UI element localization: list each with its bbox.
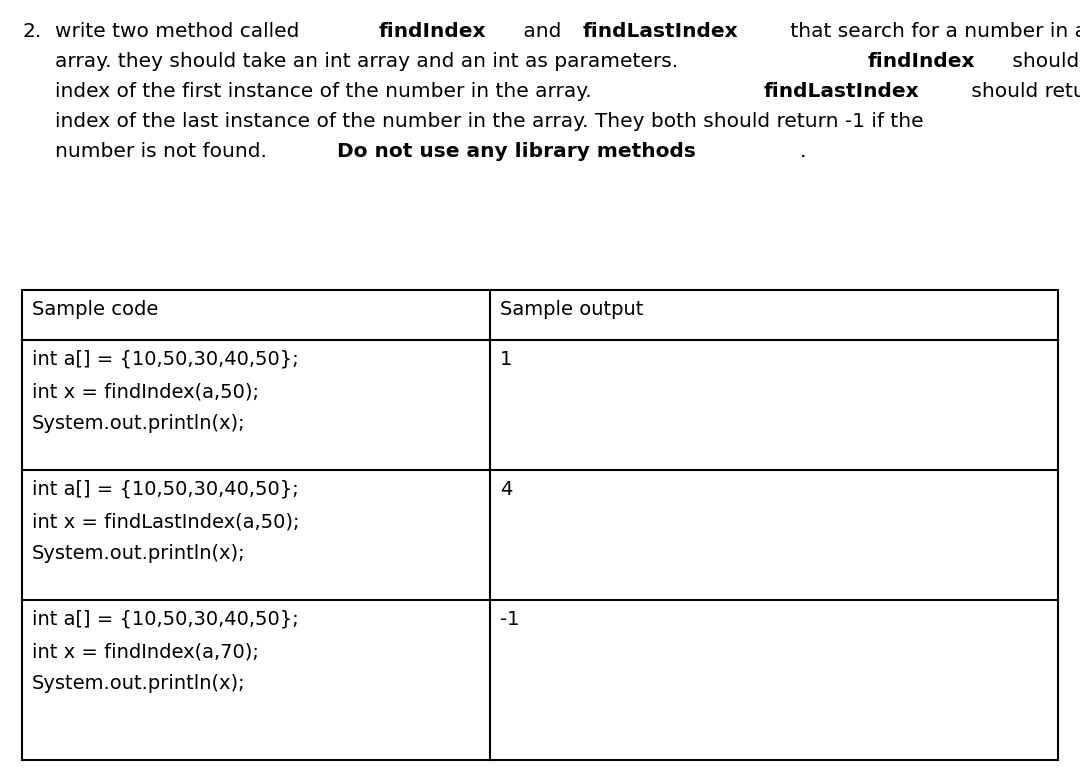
Text: findIndex: findIndex xyxy=(867,52,975,71)
Text: -1: -1 xyxy=(500,610,519,629)
Text: findLastIndex: findLastIndex xyxy=(583,22,739,41)
Text: array. they should take an int array and an int as parameters.: array. they should take an int array and… xyxy=(55,52,685,71)
Text: .: . xyxy=(799,142,806,161)
Text: 4: 4 xyxy=(500,480,512,499)
Text: int x = findIndex(a,50);: int x = findIndex(a,50); xyxy=(32,382,259,401)
Text: System.out.println(x);: System.out.println(x); xyxy=(32,674,245,693)
Text: int a[] = {10,50,30,40,50};: int a[] = {10,50,30,40,50}; xyxy=(32,480,299,499)
Text: int a[] = {10,50,30,40,50};: int a[] = {10,50,30,40,50}; xyxy=(32,350,299,369)
Text: findLastIndex: findLastIndex xyxy=(764,82,919,101)
Text: Sample output: Sample output xyxy=(500,300,644,319)
Text: index of the last instance of the number in the array. They both should return -: index of the last instance of the number… xyxy=(55,112,923,131)
Text: Sample code: Sample code xyxy=(32,300,159,319)
Text: Do not use any library methods: Do not use any library methods xyxy=(337,142,696,161)
Text: number is not found.: number is not found. xyxy=(55,142,273,161)
Text: 2.: 2. xyxy=(22,22,41,41)
Text: write two method called: write two method called xyxy=(55,22,306,41)
Text: index of the first instance of the number in the array.: index of the first instance of the numbe… xyxy=(55,82,605,101)
Text: int x = findIndex(a,70);: int x = findIndex(a,70); xyxy=(32,642,259,661)
Text: System.out.println(x);: System.out.println(x); xyxy=(32,414,245,433)
Text: findIndex: findIndex xyxy=(379,22,486,41)
Text: System.out.println(x);: System.out.println(x); xyxy=(32,544,245,563)
Text: that search for a number in an: that search for a number in an xyxy=(784,22,1080,41)
Text: int x = findLastIndex(a,50);: int x = findLastIndex(a,50); xyxy=(32,512,299,531)
Text: and: and xyxy=(517,22,568,41)
Text: should return the: should return the xyxy=(964,82,1080,101)
Text: should return the: should return the xyxy=(1005,52,1080,71)
Text: 1: 1 xyxy=(500,350,512,369)
Text: int a[] = {10,50,30,40,50};: int a[] = {10,50,30,40,50}; xyxy=(32,610,299,629)
Bar xyxy=(22,290,1058,760)
